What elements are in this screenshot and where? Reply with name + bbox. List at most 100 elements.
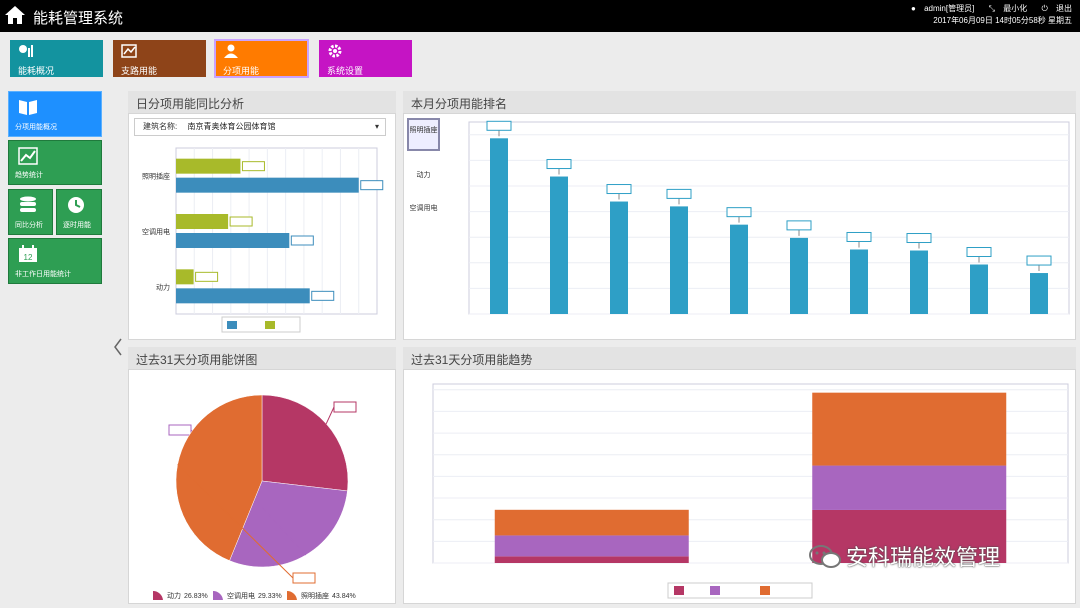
bar-yesterday [176, 214, 229, 229]
stacked-segment [812, 392, 1007, 466]
legend-label: 动力 26.83% [167, 591, 208, 600]
bar-today [176, 288, 310, 304]
tab-label: 照明插座 [409, 127, 438, 134]
energy-overview-icon [19, 45, 33, 57]
pie-slice [261, 394, 349, 492]
daily-panel-header: 日分项用能同比分析 [128, 91, 396, 113]
data-label-box [1026, 255, 1052, 266]
sidebar-item-yoy[interactable]: 同比分析 [8, 189, 53, 235]
data-label-box [195, 271, 219, 282]
sidebar-item-nonworkday[interactable]: 12 非工作日用能统计 [8, 238, 102, 284]
database-icon [20, 196, 36, 212]
panel-title: 本月分项用能排名 [411, 97, 508, 111]
data-label-box [846, 231, 872, 242]
ranking-tab-lighting[interactable]: 照明插座 [407, 118, 440, 151]
nav-tab-label: 分项用能 [223, 66, 260, 76]
ranking-chart [468, 120, 1070, 315]
data-label-box [546, 159, 572, 170]
panel-title: 日分项用能同比分析 [136, 97, 245, 111]
trend-chart-icon [18, 147, 38, 165]
stacked-segment [812, 465, 1007, 510]
ranking-bar [610, 201, 628, 314]
nav-tab-label: 支路用能 [121, 66, 158, 76]
stacked-segment [494, 535, 689, 557]
tab-label: 动力 [416, 172, 431, 179]
stacked-segment [812, 509, 1007, 563]
ranking-bar [850, 249, 868, 314]
label-leader [325, 406, 335, 425]
trend-chart [432, 383, 1069, 599]
nav-tab-itemized-energy[interactable]: 分项用能 [214, 39, 309, 78]
trend-panel-header: 过去31天分项用能趋势 [403, 347, 1076, 369]
minimize-icon: ⤡ [988, 4, 995, 13]
category-label: 照明插座 [142, 172, 170, 181]
calendar-day: 12 [24, 253, 33, 262]
legend-label: 空调用电 29.33% [227, 591, 282, 600]
data-label-box [333, 401, 357, 413]
branch-energy-icon [121, 44, 137, 58]
data-label-box [906, 233, 932, 244]
nav-tab-branch-energy[interactable]: 支路用能 [113, 40, 206, 77]
ranking-bar [730, 224, 748, 314]
legend-swatch [674, 586, 684, 595]
user-menu[interactable]: ● admin[管理员] [905, 4, 974, 13]
itemized-energy-icon [224, 44, 238, 58]
sidebar-item-overview[interactable]: 分项用能概况 [8, 91, 102, 137]
bar-yesterday [176, 158, 241, 174]
legend-name: 动力 [167, 591, 181, 600]
clock-icon [68, 197, 84, 213]
home-icon[interactable] [4, 5, 26, 25]
building-select[interactable]: 建筑名称: 南京青奥体育公园体育馆 ▾ [134, 118, 386, 136]
top-bar: 能耗管理系统 ● admin[管理员] ⤡ 最小化 ⏻ 退出 2017年06月0… [0, 0, 1080, 32]
sidebar-item-label: 非工作日用能统计 [15, 271, 71, 278]
top-right-controls: ● admin[管理员] ⤡ 最小化 ⏻ 退出 2017年06月09日 14时0… [899, 3, 1072, 27]
ranking-tab-aircon[interactable]: 空调用电 [407, 198, 440, 231]
power-icon: ⏻ [1041, 4, 1048, 13]
data-label-box [241, 161, 265, 172]
pie-panel-header: 过去31天分项用能饼图 [128, 347, 396, 369]
logout-button[interactable]: ⏻ 退出 [1035, 4, 1072, 13]
legend-swatch [710, 586, 720, 595]
data-label-box [168, 424, 192, 436]
category-label: 动力 [156, 282, 170, 291]
legend-swatch [760, 586, 770, 595]
data-label-box [360, 180, 384, 191]
bar-yesterday [176, 269, 194, 285]
user-name: admin[管理员] [924, 4, 975, 13]
wechat-logo-icon [809, 545, 841, 568]
data-label-box [290, 235, 314, 246]
watermark-text: 安科瑞能效管理 [846, 545, 1001, 570]
sidebar-item-label: 分项用能概况 [15, 124, 57, 131]
tab-label: 空调用电 [409, 205, 438, 212]
sidebar-item-trend[interactable]: 趋势统计 [8, 140, 102, 185]
ranking-panel-header: 本月分项用能排名 [403, 91, 1076, 113]
legend-percent: 29.33% [258, 593, 282, 600]
data-label-box [486, 120, 512, 131]
dropdown-arrow-icon: ▾ [374, 122, 379, 131]
collapse-chevron-icon[interactable] [113, 338, 123, 356]
nav-tab-system-settings[interactable]: 系统设置 [319, 40, 412, 77]
legend-percent: 43.84% [332, 593, 356, 600]
ranking-tab-power[interactable]: 动力 [407, 160, 440, 190]
sidebar-item-hourly[interactable]: 逐时用能 [56, 189, 102, 235]
legend-name: 照明插座 [301, 591, 329, 600]
minimize-label: 最小化 [1003, 4, 1028, 13]
legend-swatch [265, 321, 275, 329]
data-label-box [229, 216, 253, 227]
minimize-button[interactable]: ⤡ 最小化 [983, 4, 1028, 13]
nav-tab-energy-overview[interactable]: 能耗概况 [10, 40, 103, 77]
ranking-bar [790, 237, 808, 314]
pie-panel: 动力 26.83% 空调用电 29.33% 照明插座 43.84% [128, 369, 396, 604]
legend-frame [667, 582, 813, 599]
bar-today [176, 177, 359, 193]
data-label-box [786, 220, 812, 231]
data-label-box [311, 290, 335, 301]
ranking-bar [550, 176, 568, 314]
trend-panel [403, 369, 1076, 604]
legend-swatch [213, 590, 223, 600]
legend-percent: 26.83% [184, 593, 208, 600]
panel-title: 过去31天分项用能趋势 [411, 353, 533, 367]
sidebar-item-label: 同比分析 [15, 222, 43, 229]
legend-swatch [227, 321, 237, 329]
